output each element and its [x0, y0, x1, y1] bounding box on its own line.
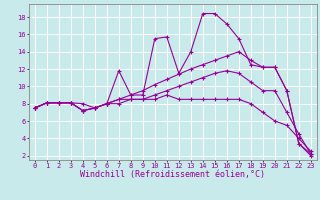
X-axis label: Windchill (Refroidissement éolien,°C): Windchill (Refroidissement éolien,°C) [80, 170, 265, 179]
